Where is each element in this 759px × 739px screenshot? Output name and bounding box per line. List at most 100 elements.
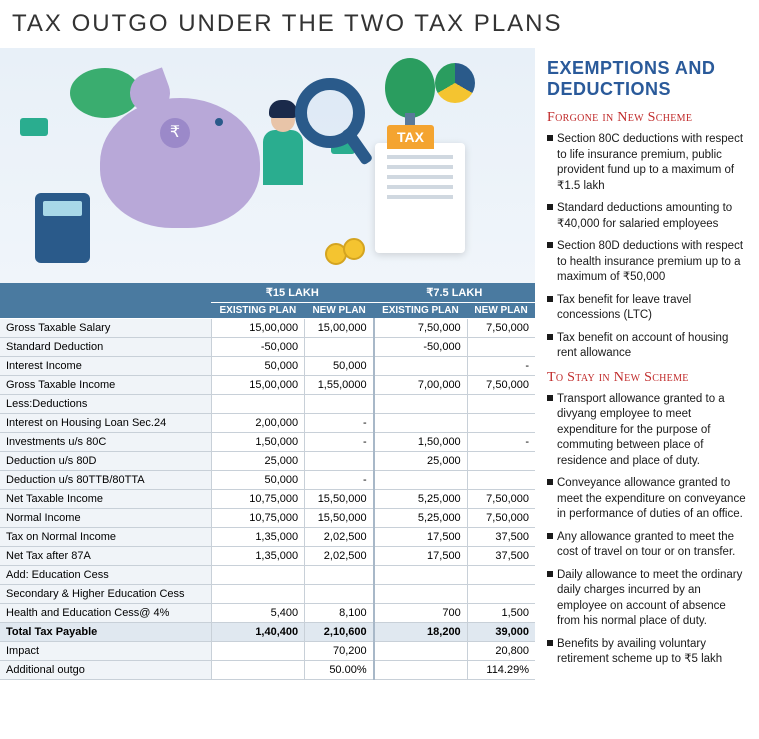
calculator-icon	[35, 193, 90, 263]
group-header-15lakh: ₹15 LAKH	[211, 283, 374, 303]
table-row: Additional outgo 50.00% 114.29%	[0, 661, 535, 680]
row-label: Tax on Normal Income	[0, 528, 211, 547]
sidebar-list-item: Standard deductions amounting to ₹40,000…	[547, 201, 747, 232]
cell: -	[305, 433, 374, 452]
cell: -50,000	[211, 338, 305, 357]
col-existing-1: EXISTING PLAN	[211, 303, 305, 319]
hero-illustration: TAX	[0, 48, 535, 283]
table-row: Interest on Housing Loan Sec.242,00,000-	[0, 414, 535, 433]
row-label: Interest Income	[0, 357, 211, 376]
cell: 1,35,000	[211, 547, 305, 566]
cell	[211, 585, 305, 604]
cell: 15,00,000	[305, 319, 374, 338]
sidebar-list-item: Tax benefit for leave travel concessions…	[547, 293, 747, 324]
cell: 7,50,000	[467, 490, 535, 509]
table-row: Tax on Normal Income1,35,0002,02,50017,5…	[0, 528, 535, 547]
cell: 7,50,000	[374, 319, 468, 338]
cell	[374, 471, 468, 490]
cell: 50.00%	[305, 661, 374, 680]
cell	[305, 585, 374, 604]
cell: 70,200	[305, 642, 374, 661]
table-row: Total Tax Payable1,40,4002,10,60018,2003…	[0, 623, 535, 642]
cell	[467, 395, 535, 414]
sidebar-list-item: Section 80D deductions with respect to h…	[547, 239, 747, 286]
row-label: Additional outgo	[0, 661, 211, 680]
cell: 20,800	[467, 642, 535, 661]
sidebar-subheading: Forgone in New Scheme	[547, 110, 747, 126]
sidebar-title: EXEMPTIONS AND DEDUCTIONS	[547, 58, 747, 100]
cell: 39,000	[467, 623, 535, 642]
cell: 50,000	[211, 357, 305, 376]
row-label: Secondary & Higher Education Cess	[0, 585, 211, 604]
row-label: Gross Taxable Income	[0, 376, 211, 395]
cell: 10,75,000	[211, 509, 305, 528]
cell: 114.29%	[467, 661, 535, 680]
row-label: Net Taxable Income	[0, 490, 211, 509]
cell: 7,50,000	[467, 376, 535, 395]
pie-chart-icon	[435, 63, 475, 103]
table-row: Secondary & Higher Education Cess	[0, 585, 535, 604]
tax-document-icon: TAX	[375, 143, 465, 253]
sidebar-list-item: Daily allowance to meet the ordinary dai…	[547, 568, 747, 630]
piggy-bank-icon	[100, 98, 260, 228]
sidebar-list-item: Benefits by availing voluntary retiremen…	[547, 637, 747, 668]
cell: 17,500	[374, 547, 468, 566]
cell: 37,500	[467, 528, 535, 547]
col-new-1: NEW PLAN	[305, 303, 374, 319]
cell: 2,02,500	[305, 547, 374, 566]
cell: 5,25,000	[374, 509, 468, 528]
table-row: Deduction u/s 80D25,00025,000	[0, 452, 535, 471]
sidebar-list-item: Transport allowance granted to a divyang…	[547, 392, 747, 470]
cell	[211, 661, 305, 680]
cell: 18,200	[374, 623, 468, 642]
table-row: Gross Taxable Salary15,00,00015,00,0007,…	[0, 319, 535, 338]
cell	[374, 414, 468, 433]
table-row: Health and Education Cess@ 4%5,4008,1007…	[0, 604, 535, 623]
cell: 15,00,000	[211, 319, 305, 338]
cell	[467, 452, 535, 471]
cell: 17,500	[374, 528, 468, 547]
cell: 50,000	[211, 471, 305, 490]
cell	[374, 585, 468, 604]
cell	[467, 471, 535, 490]
cell	[374, 357, 468, 376]
sidebar-subheading: To Stay in New Scheme	[547, 370, 747, 386]
cell	[305, 566, 374, 585]
cell: 7,50,000	[467, 509, 535, 528]
cell	[374, 642, 468, 661]
row-label: Health and Education Cess@ 4%	[0, 604, 211, 623]
cell: 700	[374, 604, 468, 623]
cell	[374, 661, 468, 680]
cell: -	[467, 357, 535, 376]
col-existing-2: EXISTING PLAN	[374, 303, 468, 319]
cell	[374, 395, 468, 414]
row-label: Investments u/s 80C	[0, 433, 211, 452]
row-label: Gross Taxable Salary	[0, 319, 211, 338]
row-label: Deduction u/s 80TTB/80TTA	[0, 471, 211, 490]
cell: 1,50,000	[211, 433, 305, 452]
cell	[467, 414, 535, 433]
cell: 25,000	[374, 452, 468, 471]
sidebar-list-item: Tax benefit on account of housing rent a…	[547, 331, 747, 362]
cell: 5,400	[211, 604, 305, 623]
cell: 1,35,000	[211, 528, 305, 547]
row-label: Net Tax after 87A	[0, 547, 211, 566]
cell: -	[305, 471, 374, 490]
cell: 8,100	[305, 604, 374, 623]
cell: 50,000	[305, 357, 374, 376]
sidebar-list-item: Any allowance granted to meet the cost o…	[547, 530, 747, 561]
table-row: Deduction u/s 80TTB/80TTA50,000-	[0, 471, 535, 490]
cell	[211, 566, 305, 585]
col-new-2: NEW PLAN	[467, 303, 535, 319]
cell	[211, 642, 305, 661]
cell: 7,50,000	[467, 319, 535, 338]
cell: -	[467, 433, 535, 452]
table-row: Impact70,20020,800	[0, 642, 535, 661]
table-row: Investments u/s 80C1,50,000-1,50,000-	[0, 433, 535, 452]
cell: 1,40,400	[211, 623, 305, 642]
sidebar-list: Transport allowance granted to a divyang…	[547, 392, 747, 668]
cell: 2,00,000	[211, 414, 305, 433]
table-row: Add: Education Cess	[0, 566, 535, 585]
sidebar-list-item: Section 80C deductions with respect to l…	[547, 132, 747, 194]
row-header-blank	[0, 283, 211, 319]
